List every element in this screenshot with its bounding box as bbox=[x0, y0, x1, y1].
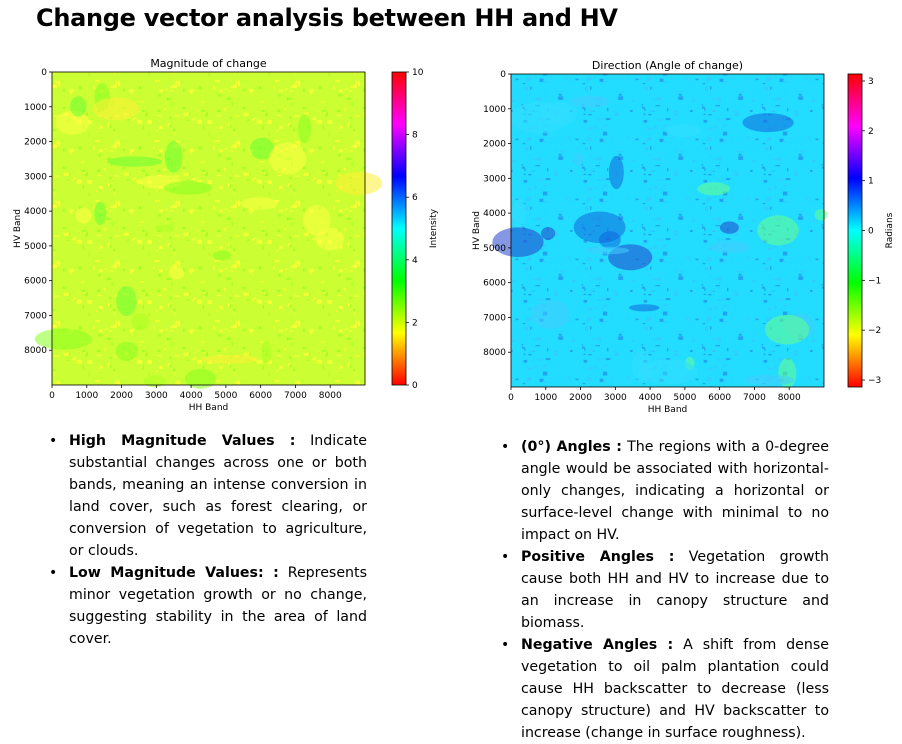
colorbar-tick-label: 1 bbox=[868, 177, 874, 187]
direction-bullet-item: (0°) Angles : The regions with a 0-degre… bbox=[497, 436, 829, 546]
y-tick-label: 2000 bbox=[24, 138, 47, 148]
colorbar bbox=[847, 73, 863, 388]
x-tick-label: 3000 bbox=[604, 393, 627, 403]
x-tick-label: 2000 bbox=[110, 391, 133, 401]
x-tick-label: 1000 bbox=[75, 391, 98, 401]
direction-bullet-text: The regions with a 0-degree angle would … bbox=[521, 439, 829, 543]
colorbar-tick-label: 6 bbox=[412, 193, 418, 203]
direction-bullet-item: Positive Angles : Vegetation growth caus… bbox=[497, 546, 829, 634]
slide-title: Change vector analysis between HH and HV bbox=[36, 4, 618, 32]
magnitude-bullet-item: Low Magnitude Values: : Represents minor… bbox=[45, 562, 367, 650]
x-tick-label: 3000 bbox=[145, 391, 168, 401]
colorbar-label: Intensity bbox=[429, 208, 439, 248]
direction-bullet-text: Vegetation growth cause both HH and HV t… bbox=[521, 549, 830, 631]
magnitude-bullet-text: Represents minor vegetation growth or no… bbox=[69, 565, 367, 647]
colorbar-tick-label: 2 bbox=[868, 127, 874, 137]
colorbar-tick-label: 10 bbox=[412, 68, 424, 78]
y-tick-label: 6000 bbox=[483, 279, 506, 289]
plot-frame bbox=[51, 71, 366, 386]
y-tick-label: 0 bbox=[500, 70, 506, 80]
x-tick-label: 5000 bbox=[214, 391, 237, 401]
direction-heatmap-chart: Direction (Angle of change) 0 1000 2000 3000… bbox=[472, 59, 895, 415]
y-tick-label: 8000 bbox=[483, 348, 506, 358]
x-tick-label: 4000 bbox=[639, 393, 662, 403]
x-tick-label: 2000 bbox=[569, 393, 592, 403]
direction-bullet-term: (0°) Angles : bbox=[521, 439, 622, 455]
colorbar-tick-label: 3 bbox=[868, 77, 874, 87]
plot-frame bbox=[510, 73, 825, 388]
y-tick-label: 5000 bbox=[24, 242, 47, 252]
y-tick-label: 3000 bbox=[24, 172, 47, 182]
x-tick-label: 8000 bbox=[319, 391, 342, 401]
colorbar-tick-label: 0 bbox=[868, 227, 874, 237]
colorbar-tick-label: 8 bbox=[412, 131, 418, 141]
chart-title: Magnitude of change bbox=[150, 57, 267, 70]
colorbar-tick-label: 0 bbox=[412, 381, 418, 391]
x-axis-label: HH Band bbox=[189, 403, 229, 413]
y-tick-label: 3000 bbox=[483, 174, 506, 184]
magnitude-panel: Magnitude of change 0 1000 2000 3000 4000 5000… bbox=[0, 52, 450, 422]
y-tick-label: 6000 bbox=[24, 277, 47, 287]
colorbar-tick-label: −1 bbox=[868, 276, 881, 286]
x-tick-label: 6000 bbox=[708, 393, 731, 403]
direction-bullet-term: Positive Angles : bbox=[521, 549, 675, 565]
chart-title: Direction (Angle of change) bbox=[592, 59, 743, 72]
y-tick-label: 7000 bbox=[24, 311, 47, 321]
x-tick-label: 8000 bbox=[778, 393, 801, 403]
colorbar-tick-label: 2 bbox=[412, 318, 418, 328]
magnitude-bullet-term: High Magnitude Values : bbox=[69, 433, 296, 449]
x-tick-label: 5000 bbox=[673, 393, 696, 403]
y-tick-label: 4000 bbox=[483, 209, 506, 219]
x-axis-label: HH Band bbox=[648, 405, 688, 415]
x-tick-label: 7000 bbox=[743, 393, 766, 403]
y-tick-label: 2000 bbox=[483, 140, 506, 150]
x-tick-label: 6000 bbox=[249, 391, 272, 401]
x-tick-label: 4000 bbox=[180, 391, 203, 401]
direction-panel: Direction (Angle of change) 0 1000 2000 3000… bbox=[460, 52, 900, 422]
y-tick-label: 1000 bbox=[24, 103, 47, 113]
y-axis-label: HV Band bbox=[472, 211, 482, 250]
colorbar-tick-label: −3 bbox=[868, 376, 881, 386]
y-tick-label: 5000 bbox=[483, 244, 506, 254]
y-tick-label: 0 bbox=[41, 68, 47, 78]
y-tick-label: 4000 bbox=[24, 207, 47, 217]
x-tick-label: 7000 bbox=[284, 391, 307, 401]
magnitude-bullet-text: Indicate substantial changes across one … bbox=[69, 433, 367, 559]
colorbar-tick-label: −2 bbox=[868, 326, 881, 336]
x-tick-label: 0 bbox=[49, 391, 55, 401]
magnitude-bullet-list: High Magnitude Values : Indicate substan… bbox=[45, 430, 367, 650]
colorbar-tick-label: 4 bbox=[412, 256, 418, 266]
x-tick-label: 1000 bbox=[534, 393, 557, 403]
direction-bullet-term: Negative Angles : bbox=[521, 637, 674, 653]
magnitude-bullet-term: Low Magnitude Values: : bbox=[69, 565, 279, 581]
magnitude-bullet-item: High Magnitude Values : Indicate substan… bbox=[45, 430, 367, 562]
direction-bullet-list: (0°) Angles : The regions with a 0-degre… bbox=[497, 436, 829, 744]
y-tick-label: 8000 bbox=[24, 346, 47, 356]
x-tick-label: 0 bbox=[508, 393, 514, 403]
y-axis-label: HV Band bbox=[13, 209, 23, 248]
y-tick-label: 1000 bbox=[483, 105, 506, 115]
colorbar-label: Radians bbox=[885, 212, 895, 248]
y-tick-label: 7000 bbox=[483, 313, 506, 323]
colorbar bbox=[391, 71, 407, 386]
